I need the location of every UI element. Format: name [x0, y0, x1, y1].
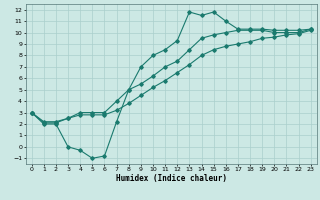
- X-axis label: Humidex (Indice chaleur): Humidex (Indice chaleur): [116, 174, 227, 183]
